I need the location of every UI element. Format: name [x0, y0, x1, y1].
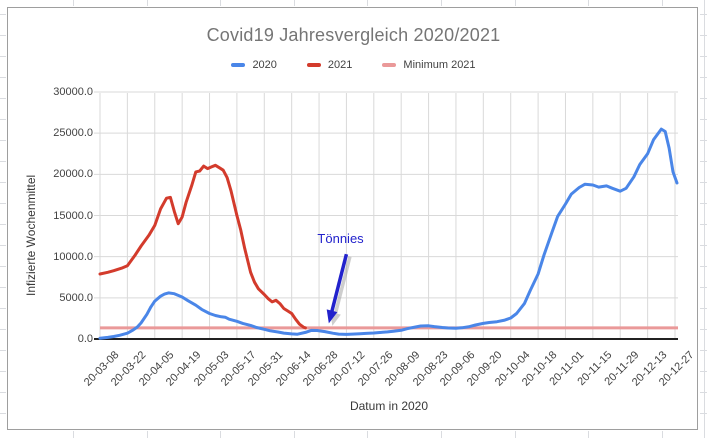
sheet-gridline-stub	[441, 431, 442, 438]
sheet-gridline-stub	[700, 287, 707, 288]
sheet-gridline-stub	[700, 77, 707, 78]
y-tick-label: 10000.0	[53, 250, 93, 263]
y-tick-label: 25000.0	[53, 127, 93, 140]
sheet-gridline-stub	[700, 392, 707, 393]
tonnies-arrow	[326, 253, 349, 324]
annotation-tonnies: Tönnies	[317, 230, 364, 246]
sheet-gridline-stub	[588, 431, 590, 438]
legend-label: Minimum 2021	[403, 59, 476, 71]
sheet-gridline-stub	[0, 413, 6, 414]
sheet-gridline-stub	[0, 266, 6, 267]
sheet-gridline-stub	[0, 245, 6, 246]
legend-item-2020[interactable]: 2020	[231, 59, 277, 71]
sheet-gridline-stub	[704, 0, 705, 438]
y-tick-label: 5000.0	[59, 291, 93, 304]
sheet-gridline-stub	[73, 0, 74, 6]
sheet-gridline-stub	[700, 413, 707, 414]
sheet-gridline-stub	[220, 431, 222, 438]
sheet-gridline-stub	[514, 0, 516, 6]
legend-item-2021[interactable]: 2021	[306, 59, 353, 71]
sheet-gridline-stub	[0, 35, 6, 36]
sheet-gridline-stub	[0, 56, 6, 57]
series-2020-line	[98, 127, 679, 340]
sheet-gridline-stub	[700, 35, 707, 36]
legend-swatch	[231, 63, 246, 67]
sheet-gridline-stub	[0, 224, 6, 225]
y-tick-label: 30000.0	[53, 86, 93, 98]
legend-item-minimum-2021[interactable]: Minimum 2021	[382, 59, 476, 71]
sheet-gridline-stub	[700, 308, 707, 309]
sheet-gridline-stub	[0, 329, 6, 330]
sheet-gridline-stub	[0, 371, 6, 372]
sheet-gridline-stub	[293, 0, 295, 6]
chart-container[interactable]	[7, 7, 698, 430]
sheet-gridline-stub	[700, 119, 707, 120]
sheet-gridline-stub	[700, 161, 707, 162]
sheet-gridline-stub	[0, 308, 6, 309]
sheet-gridline-stub	[700, 245, 707, 246]
chart-title: Covid19 Jahresvergleich 2020/2021	[206, 25, 501, 45]
sheet-gridline-stub	[700, 14, 707, 15]
legend-label: 2021	[327, 59, 353, 71]
sheet-gridline-stub	[0, 77, 6, 78]
legend-swatch	[306, 63, 321, 67]
sheet-gridline-stub	[700, 56, 707, 57]
sheet-gridline-stub	[514, 431, 516, 438]
sheet-gridline-stub	[661, 0, 663, 6]
sheet-gridline-stub	[367, 0, 369, 6]
sheet-gridline-stub	[293, 431, 295, 438]
sheet-gridline-stub	[700, 329, 707, 330]
sheet-gridline-stub	[0, 392, 6, 393]
y-tick-label: 20000.0	[53, 168, 93, 181]
y-tick-label: 15000.0	[53, 209, 93, 222]
sheet-gridline-stub	[0, 182, 6, 183]
sheet-gridline-stub	[220, 0, 222, 6]
sheet-gridline-stub	[700, 203, 707, 204]
y-axis-title: Infizierte Wochenmittel	[24, 174, 38, 296]
sheet-gridline-stub	[700, 140, 707, 141]
sheet-gridline-stub	[146, 431, 148, 438]
legend-swatch	[382, 63, 397, 67]
sheet-gridline-stub	[0, 14, 6, 15]
sheet-gridline-stub	[700, 224, 707, 225]
sheet-gridline-stub	[367, 431, 369, 438]
sheet-gridline-stub	[146, 0, 148, 6]
sheet-gridline-stub	[0, 350, 6, 351]
sheet-gridline-stub	[0, 98, 6, 99]
sheet-gridline-stub	[700, 182, 707, 183]
sheet-gridline-stub	[0, 140, 6, 141]
x-axis-title: Datum in 2020	[349, 399, 429, 413]
sheet-gridline-stub	[588, 0, 590, 6]
sheet-gridline-stub	[661, 431, 663, 438]
legend: 2020 2021 Minimum 2021	[0, 58, 707, 72]
series-2021-line	[98, 163, 307, 330]
sheet-gridline-stub	[700, 266, 707, 267]
sheet-gridline-stub	[700, 350, 707, 351]
sheet-gridline-stub	[73, 431, 74, 438]
sheet-gridline-stub	[700, 371, 707, 372]
legend-label: 2020	[252, 59, 277, 71]
y-tick-label: 0.0	[77, 333, 93, 345]
sheet-gridline-stub	[0, 287, 6, 288]
sheet-gridline-stub	[0, 203, 6, 204]
sheet-gridline-stub	[700, 98, 707, 99]
sheet-gridline-stub	[0, 119, 6, 120]
sheet-gridline-stub	[0, 161, 6, 162]
sheet-gridline-stub	[441, 0, 442, 6]
